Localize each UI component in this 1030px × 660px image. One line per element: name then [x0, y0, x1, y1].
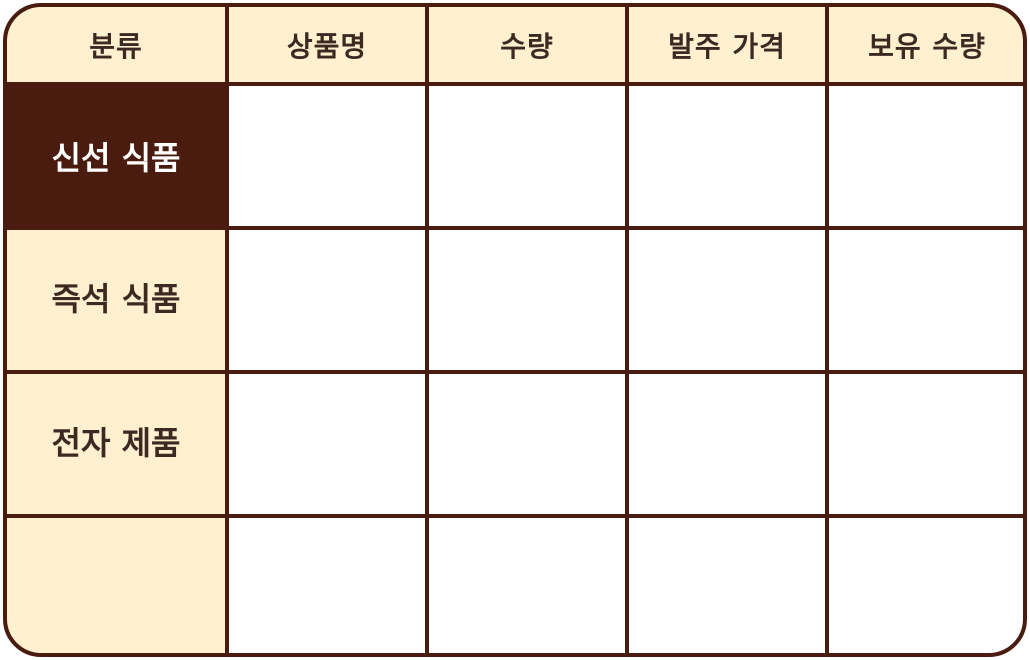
table-cell[interactable] [429, 230, 625, 370]
table-cell[interactable] [829, 230, 1023, 370]
category-cell-empty[interactable] [7, 518, 225, 653]
category-cell-instant-food[interactable]: 즉석 식품 [7, 230, 225, 370]
table-cell[interactable] [429, 86, 625, 226]
header-quantity: 수량 [429, 7, 625, 82]
table-cell[interactable] [829, 86, 1023, 226]
header-stock-quantity: 보유 수량 [829, 7, 1023, 82]
table-cell[interactable] [829, 374, 1023, 514]
table-cell[interactable] [229, 86, 425, 226]
category-cell-electronics[interactable]: 전자 제품 [7, 374, 225, 514]
table-cell[interactable] [629, 230, 825, 370]
header-order-price: 발주 가격 [629, 7, 825, 82]
header-category: 분류 [7, 7, 225, 82]
table-cell[interactable] [629, 86, 825, 226]
table-cell[interactable] [229, 374, 425, 514]
table-cell[interactable] [229, 230, 425, 370]
table-grid: 분류 상품명 수량 발주 가격 보유 수량 신선 식품 즉석 식품 전자 제품 [7, 7, 1023, 653]
table-cell[interactable] [429, 518, 625, 653]
table-cell[interactable] [629, 518, 825, 653]
table-cell[interactable] [429, 374, 625, 514]
table-cell[interactable] [229, 518, 425, 653]
inventory-table: 분류 상품명 수량 발주 가격 보유 수량 신선 식품 즉석 식품 전자 제품 [3, 3, 1027, 657]
category-cell-fresh-food[interactable]: 신선 식품 [7, 86, 225, 226]
header-product-name: 상품명 [229, 7, 425, 82]
table-cell[interactable] [629, 374, 825, 514]
table-cell[interactable] [829, 518, 1023, 653]
